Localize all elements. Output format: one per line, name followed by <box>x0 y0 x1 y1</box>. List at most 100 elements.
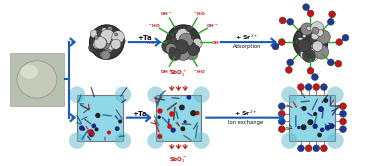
Circle shape <box>174 33 186 45</box>
Circle shape <box>187 49 198 60</box>
Circle shape <box>147 132 164 149</box>
Circle shape <box>311 32 319 40</box>
Circle shape <box>95 37 107 49</box>
Circle shape <box>89 130 93 134</box>
Circle shape <box>147 86 164 103</box>
Circle shape <box>116 37 125 45</box>
Circle shape <box>176 29 191 43</box>
Circle shape <box>310 48 317 55</box>
Text: OH$^-$: OH$^-$ <box>206 22 218 29</box>
Circle shape <box>93 43 99 50</box>
Circle shape <box>105 44 113 53</box>
Circle shape <box>319 107 323 111</box>
Circle shape <box>90 30 98 38</box>
Circle shape <box>166 25 200 59</box>
Circle shape <box>180 105 184 110</box>
Circle shape <box>340 103 346 110</box>
Circle shape <box>80 126 84 130</box>
Circle shape <box>95 128 98 131</box>
Circle shape <box>312 27 319 34</box>
Circle shape <box>287 18 294 25</box>
Circle shape <box>108 131 110 134</box>
Circle shape <box>314 45 329 59</box>
Circle shape <box>170 112 174 116</box>
Text: OH$^-$: OH$^-$ <box>160 10 173 17</box>
Circle shape <box>302 49 316 62</box>
Circle shape <box>192 38 202 49</box>
Circle shape <box>313 84 319 90</box>
Circle shape <box>170 32 175 37</box>
Circle shape <box>285 67 292 73</box>
Bar <box>155 95 201 141</box>
Circle shape <box>302 107 306 110</box>
Circle shape <box>316 30 330 44</box>
Circle shape <box>184 121 186 123</box>
Circle shape <box>107 26 113 32</box>
Circle shape <box>313 124 317 128</box>
Text: +Ta: +Ta <box>138 35 152 41</box>
Circle shape <box>111 39 121 49</box>
Text: $^-$HO: $^-$HO <box>194 68 206 75</box>
Circle shape <box>169 47 175 53</box>
Circle shape <box>119 120 121 123</box>
Circle shape <box>313 145 319 152</box>
Circle shape <box>173 29 178 33</box>
Circle shape <box>321 145 327 152</box>
Circle shape <box>169 49 181 61</box>
Circle shape <box>321 84 327 90</box>
Circle shape <box>306 53 310 57</box>
Circle shape <box>281 86 298 103</box>
Circle shape <box>311 44 316 49</box>
Circle shape <box>107 42 116 50</box>
Circle shape <box>307 67 314 74</box>
Circle shape <box>272 43 279 50</box>
Circle shape <box>90 25 124 59</box>
Circle shape <box>308 37 316 44</box>
Circle shape <box>303 4 310 10</box>
Circle shape <box>298 126 300 128</box>
Text: OH$^-$: OH$^-$ <box>160 68 173 75</box>
Text: +Ta: +Ta <box>132 111 147 117</box>
Circle shape <box>297 84 304 90</box>
Circle shape <box>191 45 200 54</box>
Circle shape <box>116 127 119 130</box>
Circle shape <box>316 42 320 46</box>
Circle shape <box>297 37 304 45</box>
Circle shape <box>296 32 302 37</box>
Circle shape <box>305 145 312 152</box>
Circle shape <box>187 96 191 99</box>
Circle shape <box>191 35 195 39</box>
Circle shape <box>115 86 131 103</box>
Circle shape <box>93 41 101 49</box>
Circle shape <box>94 39 102 46</box>
Circle shape <box>310 48 314 52</box>
Circle shape <box>327 132 344 149</box>
Circle shape <box>279 126 285 132</box>
Text: + Sr$^{2+}$: + Sr$^{2+}$ <box>234 108 257 118</box>
Circle shape <box>327 59 334 66</box>
Ellipse shape <box>17 61 57 98</box>
Circle shape <box>279 17 286 24</box>
Circle shape <box>100 29 115 43</box>
Circle shape <box>322 35 327 41</box>
Text: Adsorption: Adsorption <box>232 44 261 49</box>
Circle shape <box>279 118 285 125</box>
Circle shape <box>92 124 96 128</box>
Circle shape <box>186 30 189 33</box>
Text: + Sr$^{2+}$: + Sr$^{2+}$ <box>235 33 259 42</box>
Circle shape <box>186 44 192 50</box>
Circle shape <box>329 124 334 128</box>
Circle shape <box>91 37 105 50</box>
Circle shape <box>102 29 113 40</box>
Circle shape <box>307 10 314 17</box>
Circle shape <box>310 22 324 35</box>
Circle shape <box>158 135 161 138</box>
Circle shape <box>99 39 110 49</box>
Circle shape <box>115 33 118 36</box>
Circle shape <box>305 49 318 62</box>
Circle shape <box>294 39 301 45</box>
Circle shape <box>97 26 109 38</box>
Circle shape <box>102 55 106 59</box>
Circle shape <box>336 39 342 45</box>
Circle shape <box>100 52 107 58</box>
